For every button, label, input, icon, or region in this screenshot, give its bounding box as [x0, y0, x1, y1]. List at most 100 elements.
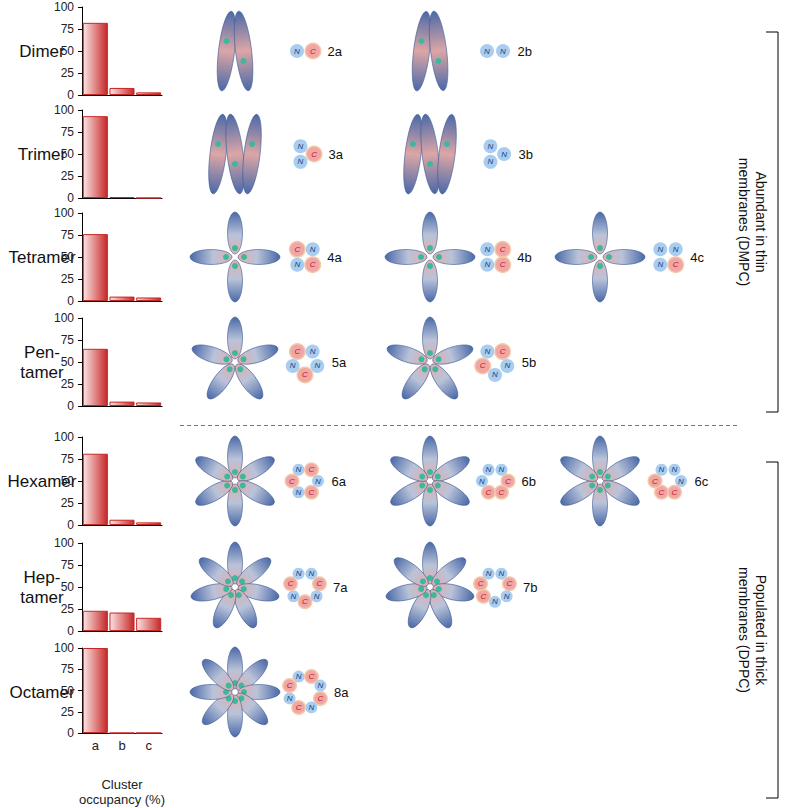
svg-text:C: C [672, 488, 678, 497]
svg-text:N: N [499, 569, 505, 578]
svg-text:100: 100 [54, 536, 74, 550]
svg-text:C: C [507, 579, 513, 588]
svg-text:occupancy (%): occupancy (%) [79, 792, 165, 807]
svg-text:C: C [309, 465, 315, 474]
svg-text:50: 50 [61, 250, 75, 264]
svg-text:100: 100 [54, 311, 74, 325]
svg-text:3b: 3b [519, 147, 533, 162]
svg-text:Hexamer: Hexamer [8, 472, 77, 491]
svg-text:75: 75 [61, 333, 75, 347]
svg-text:25: 25 [61, 66, 75, 80]
svg-text:C: C [309, 488, 315, 497]
svg-text:C: C [500, 347, 506, 356]
svg-text:N: N [678, 477, 684, 486]
svg-text:Octamer: Octamer [9, 683, 75, 702]
svg-text:N: N [484, 260, 490, 269]
svg-text:0: 0 [67, 726, 74, 740]
svg-text:N: N [314, 361, 320, 370]
svg-text:6c: 6c [695, 474, 709, 489]
svg-text:7b: 7b [523, 580, 537, 595]
svg-text:Abundant in thin: Abundant in thin [753, 171, 769, 272]
svg-text:C: C [478, 579, 484, 588]
svg-text:50: 50 [61, 684, 75, 698]
svg-text:25: 25 [61, 496, 75, 510]
svg-text:C: C [317, 579, 323, 588]
svg-text:100: 100 [54, 641, 74, 655]
svg-text:C: C [505, 477, 511, 486]
svg-text:C: C [659, 488, 665, 497]
svg-text:0: 0 [67, 399, 74, 413]
svg-text:C: C [310, 260, 316, 269]
svg-text:25: 25 [61, 705, 75, 719]
svg-text:N: N [486, 465, 492, 474]
svg-text:N: N [672, 465, 678, 474]
svg-text:c: c [145, 738, 152, 753]
svg-text:3a: 3a [329, 147, 344, 162]
svg-text:100: 100 [54, 206, 74, 220]
svg-text:Populated in thick: Populated in thick [753, 575, 769, 687]
svg-text:C: C [288, 579, 294, 588]
svg-text:75: 75 [61, 125, 75, 139]
svg-text:C: C [486, 488, 492, 497]
svg-text:6b: 6b [522, 474, 536, 489]
svg-text:N: N [315, 477, 321, 486]
svg-text:4b: 4b [517, 250, 531, 265]
svg-text:N: N [488, 157, 494, 166]
svg-text:50: 50 [61, 580, 75, 594]
svg-text:7a: 7a [333, 580, 348, 595]
svg-text:C: C [318, 694, 324, 703]
svg-text:N: N [298, 142, 304, 151]
svg-text:Pen-: Pen- [24, 343, 60, 362]
svg-text:75: 75 [61, 452, 75, 466]
svg-text:N: N [501, 150, 507, 159]
svg-text:C: C [310, 47, 316, 56]
svg-text:membranes (DPPC): membranes (DPPC) [736, 567, 752, 693]
svg-text:N: N [492, 597, 498, 606]
svg-text:5a: 5a [332, 355, 347, 370]
svg-text:C: C [296, 703, 302, 712]
svg-text:C: C [302, 597, 308, 606]
svg-text:25: 25 [61, 602, 75, 616]
svg-text:C: C [673, 260, 679, 269]
svg-text:N: N [659, 465, 665, 474]
svg-text:25: 25 [61, 169, 75, 183]
svg-text:N: N [296, 465, 302, 474]
svg-text:N: N [484, 47, 490, 56]
svg-text:0: 0 [67, 191, 74, 205]
svg-text:0: 0 [67, 624, 74, 638]
svg-text:C: C [311, 150, 317, 159]
svg-text:N: N [314, 592, 320, 601]
svg-text:N: N [309, 569, 315, 578]
svg-text:Cluster: Cluster [101, 777, 143, 792]
svg-text:N: N [310, 245, 316, 254]
svg-text:N: N [492, 370, 498, 379]
svg-text:N: N [484, 245, 490, 254]
svg-text:C: C [289, 477, 295, 486]
svg-text:2b: 2b [518, 44, 532, 59]
svg-text:a: a [92, 738, 100, 753]
svg-text:75: 75 [61, 558, 75, 572]
svg-text:N: N [298, 157, 304, 166]
svg-text:100: 100 [54, 0, 74, 14]
svg-text:100: 100 [54, 103, 74, 117]
svg-text:N: N [485, 347, 491, 356]
svg-text:C: C [287, 681, 293, 690]
svg-text:N: N [290, 361, 296, 370]
svg-text:N: N [294, 47, 300, 56]
svg-text:C: C [294, 245, 300, 254]
svg-text:N: N [287, 694, 293, 703]
svg-text:N: N [504, 361, 510, 370]
svg-text:8a: 8a [334, 685, 349, 700]
svg-text:6a: 6a [332, 474, 347, 489]
svg-text:Trimer: Trimer [18, 145, 67, 164]
svg-text:tamer: tamer [20, 588, 64, 607]
svg-text:N: N [486, 569, 492, 578]
svg-text:N: N [479, 477, 485, 486]
svg-text:C: C [500, 260, 506, 269]
svg-text:C: C [481, 592, 487, 601]
svg-text:5b: 5b [522, 355, 536, 370]
svg-text:0: 0 [67, 518, 74, 532]
svg-text:N: N [296, 569, 302, 578]
svg-text:4a: 4a [327, 250, 342, 265]
svg-text:N: N [673, 245, 679, 254]
